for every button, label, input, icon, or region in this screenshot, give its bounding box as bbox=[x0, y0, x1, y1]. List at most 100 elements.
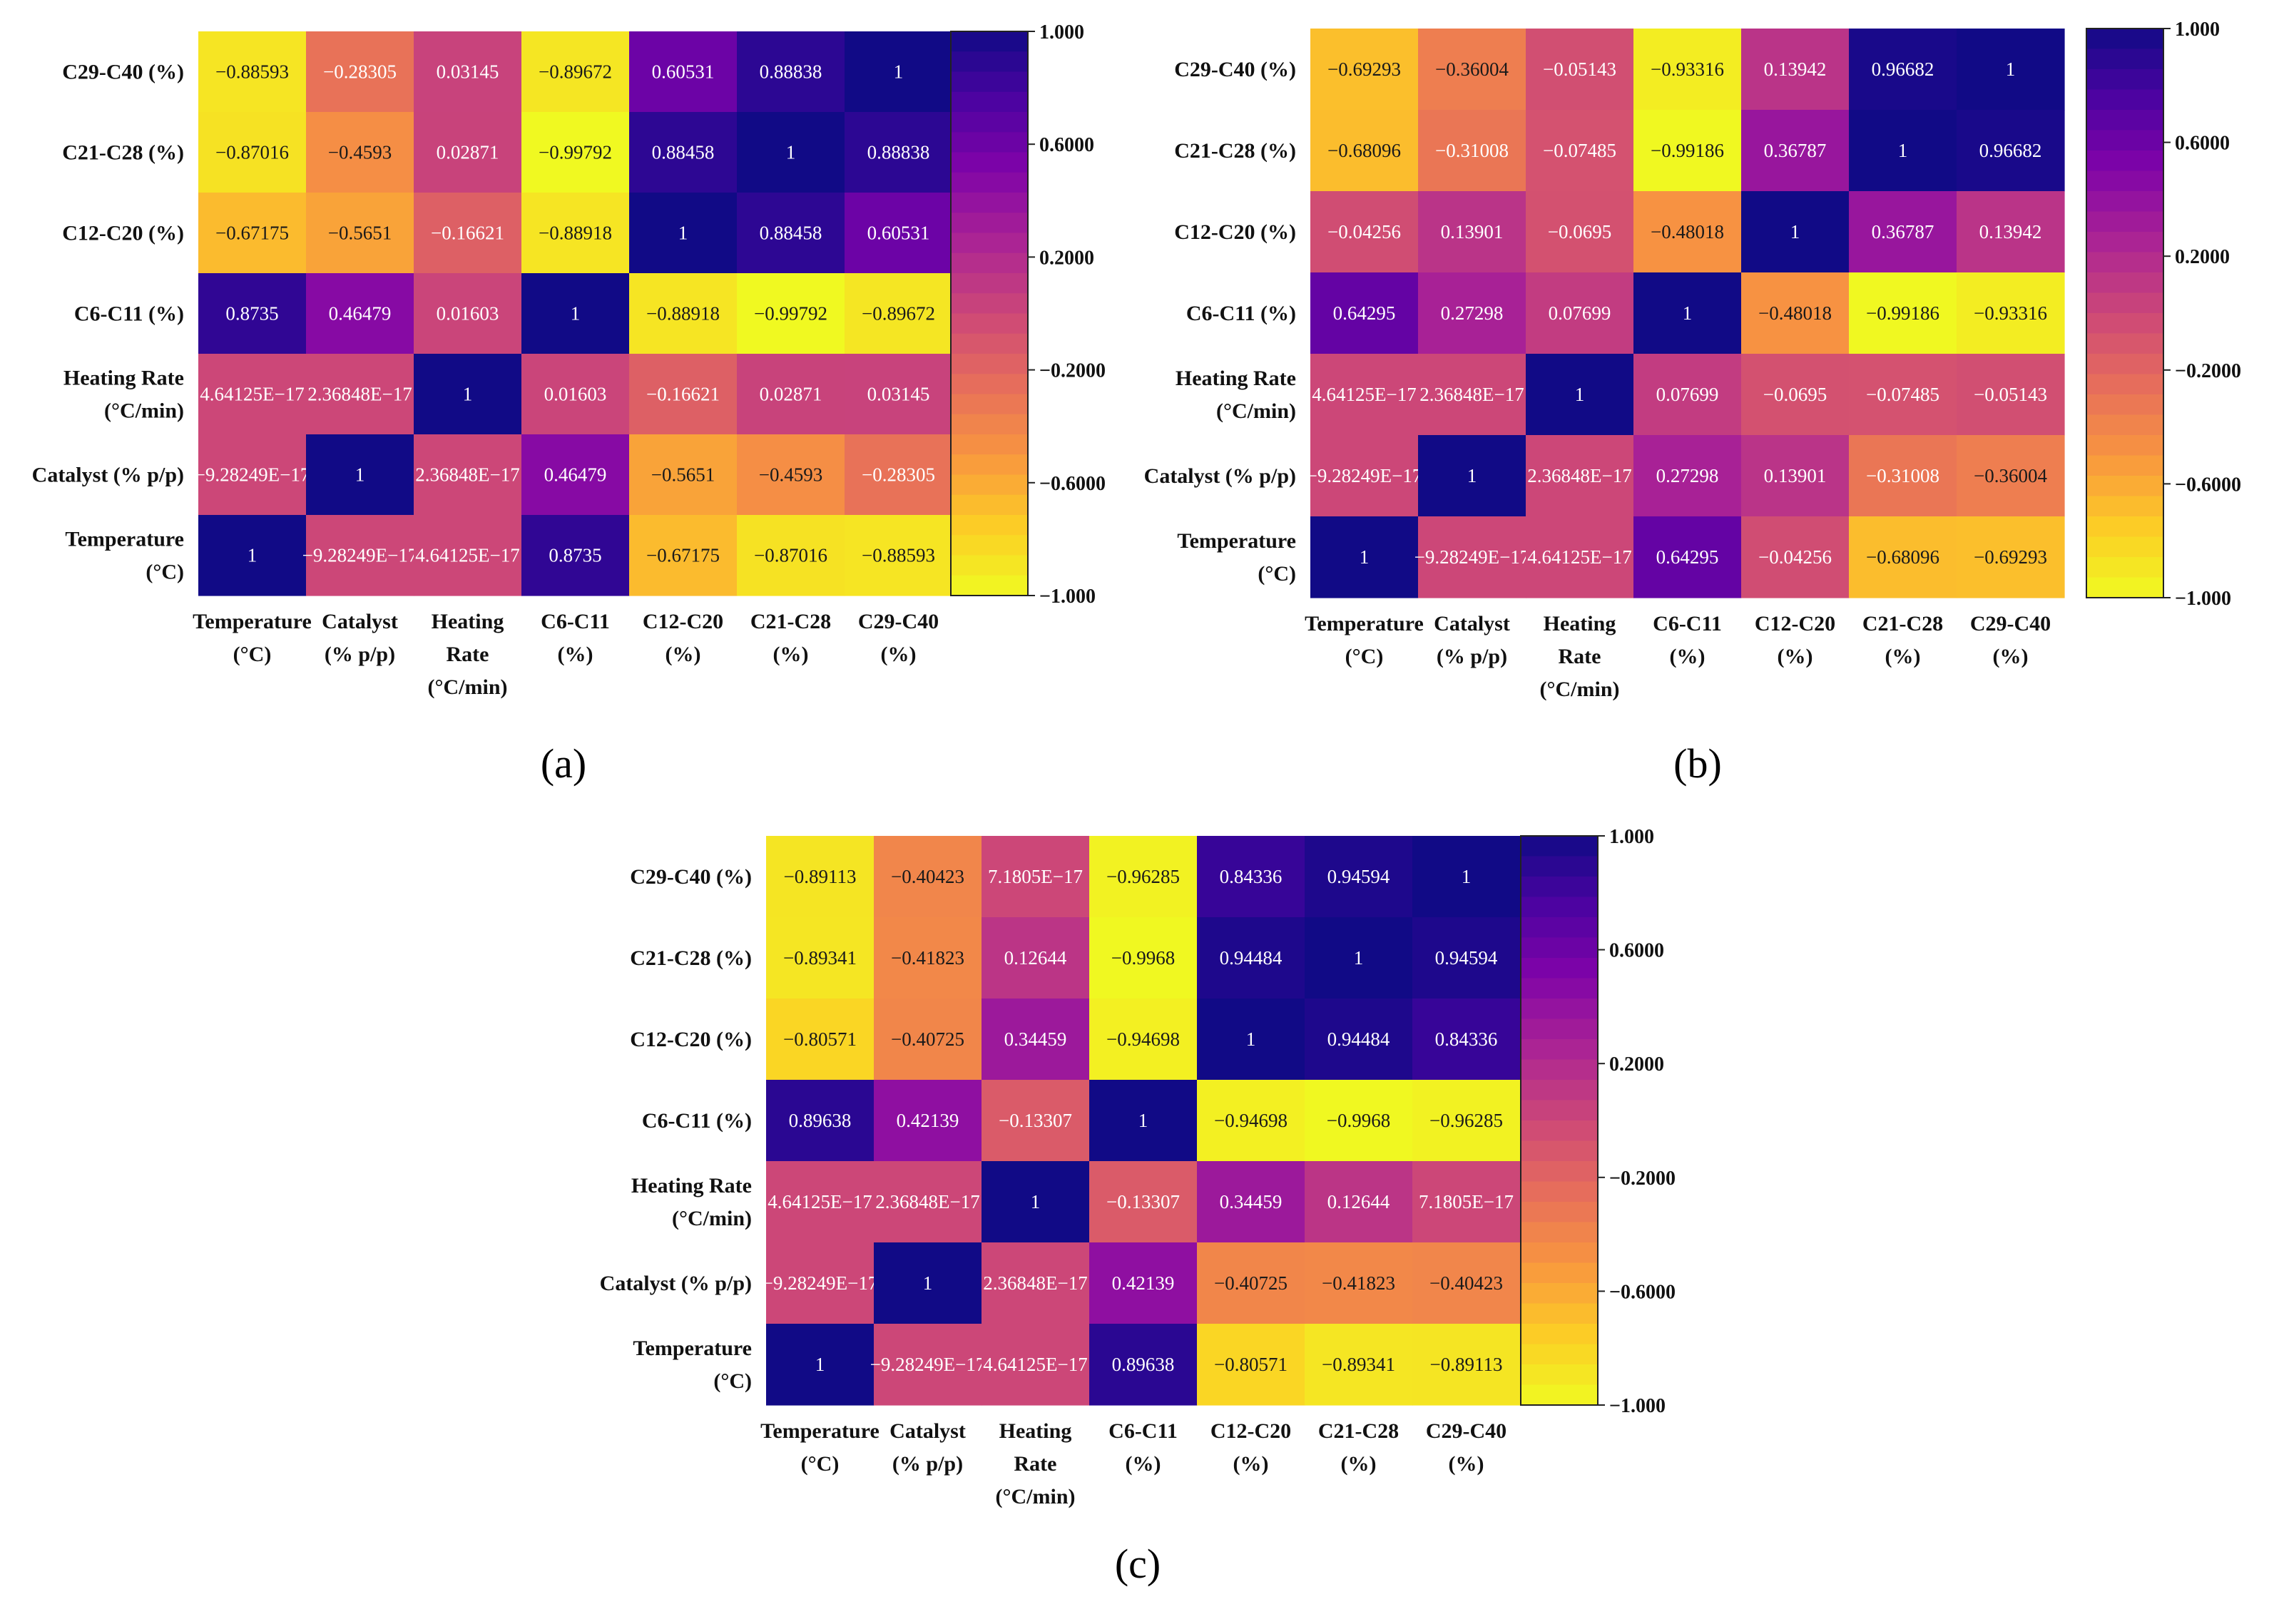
column-label: (°C) bbox=[233, 643, 272, 666]
cell-value-label: −0.48018 bbox=[1651, 221, 1724, 242]
heatmap-cell bbox=[1957, 272, 2065, 354]
cell-value-label: 0.84336 bbox=[1435, 1028, 1498, 1050]
colorbar-band bbox=[2086, 292, 2163, 314]
heatmap-cell bbox=[414, 515, 522, 596]
heatmap-cell bbox=[982, 1242, 1090, 1324]
heatmap-cell bbox=[874, 1324, 982, 1406]
column-label: (%) bbox=[1885, 645, 1921, 668]
heatmap-cell bbox=[1418, 272, 1526, 354]
colorbar-band bbox=[951, 31, 1028, 52]
cell-value-label: −0.88593 bbox=[862, 545, 935, 566]
column-label: (%) bbox=[558, 643, 593, 666]
heatmap-cell bbox=[1741, 29, 1850, 111]
colorbar-band bbox=[1521, 1344, 1598, 1365]
colorbar-band bbox=[1521, 937, 1598, 959]
heatmap-cell bbox=[766, 1242, 875, 1324]
cell-value-label: −0.69293 bbox=[1327, 58, 1401, 80]
cell-value-label: 2.36848E−17 bbox=[415, 464, 519, 486]
heatmap-cell bbox=[845, 354, 953, 435]
row-label: (°C) bbox=[1258, 562, 1296, 586]
cell-value-label: 0.64295 bbox=[1656, 546, 1719, 568]
column-label: C6-C11 bbox=[1653, 612, 1722, 635]
heatmap-cell bbox=[1849, 110, 1957, 192]
heatmap-cell bbox=[306, 434, 414, 516]
cell-value-label: 0.8735 bbox=[225, 303, 278, 325]
cell-value-label: 4.64125E−17 bbox=[415, 545, 519, 566]
heatmap-cell bbox=[1412, 999, 1521, 1081]
cell-value-label: 0.13942 bbox=[1764, 58, 1827, 80]
cell-value-label: −9.28249E−17 bbox=[195, 464, 310, 486]
column-label: Temperature bbox=[193, 610, 312, 633]
cell-value-label: −0.89672 bbox=[862, 303, 935, 325]
colorbar-band bbox=[951, 152, 1028, 173]
heatmap-cell bbox=[1849, 354, 1957, 436]
column-label: Temperature bbox=[1305, 612, 1424, 635]
colorbar-band bbox=[2086, 455, 2163, 476]
heatmap-cell bbox=[1197, 1324, 1305, 1406]
colorbar-band bbox=[2086, 191, 2163, 213]
cell-value-label: −0.69293 bbox=[1974, 546, 2047, 568]
heatmap-cell bbox=[1526, 435, 1634, 517]
cell-value-label: −0.07485 bbox=[1543, 140, 1616, 161]
cell-value-label: 0.84336 bbox=[1220, 866, 1283, 887]
heatmap-cell bbox=[414, 193, 522, 274]
colorbar-band bbox=[1521, 1283, 1598, 1304]
heatmap-cell bbox=[1310, 191, 1419, 273]
colorbar-band bbox=[951, 213, 1028, 234]
colorbar-band bbox=[2086, 89, 2163, 111]
colorbar-band bbox=[951, 535, 1028, 556]
heatmap-cell bbox=[521, 354, 630, 435]
colorbar-band bbox=[1521, 1262, 1598, 1284]
colorbar-band bbox=[1521, 1364, 1598, 1386]
colorbar-band bbox=[1521, 877, 1598, 898]
heatmap-cell bbox=[982, 836, 1090, 918]
heatmap-cell bbox=[737, 434, 845, 516]
colorbar-band bbox=[1521, 856, 1598, 877]
heatmap-cell bbox=[521, 434, 630, 516]
colorbar-band bbox=[951, 515, 1028, 536]
cell-value-label: 7.1805E−17 bbox=[988, 866, 1083, 887]
heatmap-cell bbox=[1849, 29, 1957, 111]
heatmap-cell bbox=[198, 31, 307, 113]
heatmap-cell bbox=[1197, 1161, 1305, 1243]
column-label: Heating bbox=[432, 610, 504, 633]
heatmap-panel-1: −0.88593 −0.28305 0.03145 −0.89672 0.60531 0.… bbox=[32, 21, 1106, 787]
cell-value-label: −0.93316 bbox=[1651, 58, 1724, 80]
row-label: C12-C20 (%) bbox=[1174, 220, 1296, 244]
cell-value-label: −0.41823 bbox=[1322, 1272, 1395, 1294]
heatmap-cell bbox=[629, 354, 738, 435]
cell-value-label: −0.9968 bbox=[1327, 1110, 1390, 1131]
cell-value-label: −0.28305 bbox=[323, 61, 397, 83]
heatmap-cell bbox=[1741, 110, 1850, 192]
cell-value-label: −0.28305 bbox=[862, 464, 935, 486]
cell-value-label: −0.16621 bbox=[646, 384, 720, 405]
row-label: Catalyst (% p/p) bbox=[32, 464, 184, 487]
heatmap-cell bbox=[1418, 435, 1526, 517]
cell-value-label: 0.42139 bbox=[897, 1110, 959, 1131]
column-label: C29-C40 bbox=[1970, 612, 2051, 635]
cell-value-label: 4.64125E−17 bbox=[768, 1191, 872, 1212]
colorbar-band bbox=[2086, 232, 2163, 253]
cell-value-label: −0.67175 bbox=[646, 545, 720, 566]
cell-value-label: 1 bbox=[2006, 58, 2016, 80]
colorbar-band bbox=[2086, 536, 2163, 558]
colorbar-band bbox=[951, 354, 1028, 374]
heatmap-cell bbox=[1957, 516, 2065, 598]
heatmap-cell bbox=[874, 1161, 982, 1243]
colorbar-band bbox=[2086, 354, 2163, 375]
colorbar-band bbox=[2086, 557, 2163, 578]
column-label: (°C/min) bbox=[428, 675, 508, 699]
cell-value-label: −0.87016 bbox=[215, 142, 289, 163]
row-label: Temperature bbox=[633, 1337, 752, 1360]
cell-value-label: −0.89113 bbox=[1430, 1354, 1503, 1375]
panel-label: (b) bbox=[1673, 740, 1722, 787]
heatmap-cell bbox=[521, 273, 630, 354]
colorbar-band bbox=[951, 414, 1028, 435]
cell-value-label: 0.01603 bbox=[544, 384, 607, 405]
cell-value-label: 0.94484 bbox=[1327, 1028, 1390, 1050]
heatmap-cell bbox=[845, 31, 953, 113]
column-label: (%) bbox=[666, 643, 701, 666]
heatmap-cell bbox=[306, 193, 414, 274]
heatmap-panel-2: −0.69293 −0.36004 −0.05143 −0.93316 0.13942 0… bbox=[1144, 19, 2241, 787]
